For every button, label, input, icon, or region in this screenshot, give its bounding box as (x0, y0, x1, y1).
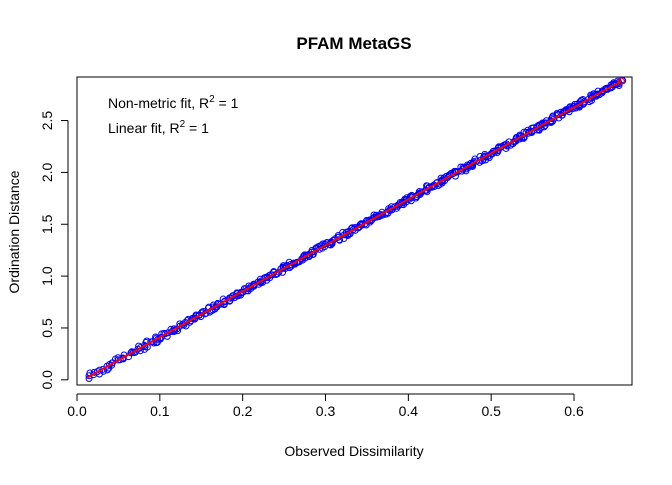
annotation-nonmetric-fit: Non-metric fit, R2 = 1 (108, 94, 239, 111)
plot-frame (76, 76, 633, 386)
x-tick-label: 0.0 (67, 403, 87, 419)
annotation-linear-fit: Linear fit, R2 = 1 (108, 119, 209, 136)
y-tick-label: 1.0 (39, 266, 55, 286)
x-tick-label: 0.5 (481, 403, 501, 419)
x-axis: 0.0 0.1 0.2 0.3 0.4 0.5 0.6 (67, 393, 584, 419)
x-tick-label: 0.1 (150, 403, 170, 419)
y-axis-label: Ordination Distance (6, 170, 22, 293)
x-tick-label: 0.2 (233, 403, 253, 419)
data-point (418, 188, 426, 196)
y-tick-label: 2.0 (39, 162, 55, 182)
fit-line-layer (86, 80, 622, 379)
data-point (618, 76, 626, 84)
data-point (221, 297, 229, 305)
y-tick-label: 2.5 (39, 111, 55, 131)
fit-line (86, 80, 622, 379)
y-axis: 0.0 0.5 1.0 1.5 2.0 2.5 (39, 111, 69, 390)
data-point (136, 344, 144, 352)
data-point (127, 349, 135, 357)
y-tick-label: 0.5 (39, 318, 55, 338)
chart-title: PFAM MetaGS (296, 34, 411, 53)
data-point (580, 97, 588, 105)
x-axis-label: Observed Dissimilarity (284, 443, 423, 459)
x-tick-label: 0.3 (316, 403, 336, 419)
x-tick-label: 0.6 (564, 403, 584, 419)
data-point (408, 194, 416, 202)
y-tick-label: 0.0 (39, 370, 55, 390)
data-point-end (617, 77, 625, 85)
x-tick-label: 0.4 (399, 403, 419, 419)
y-tick-label: 1.5 (39, 214, 55, 234)
data-point (358, 221, 366, 229)
